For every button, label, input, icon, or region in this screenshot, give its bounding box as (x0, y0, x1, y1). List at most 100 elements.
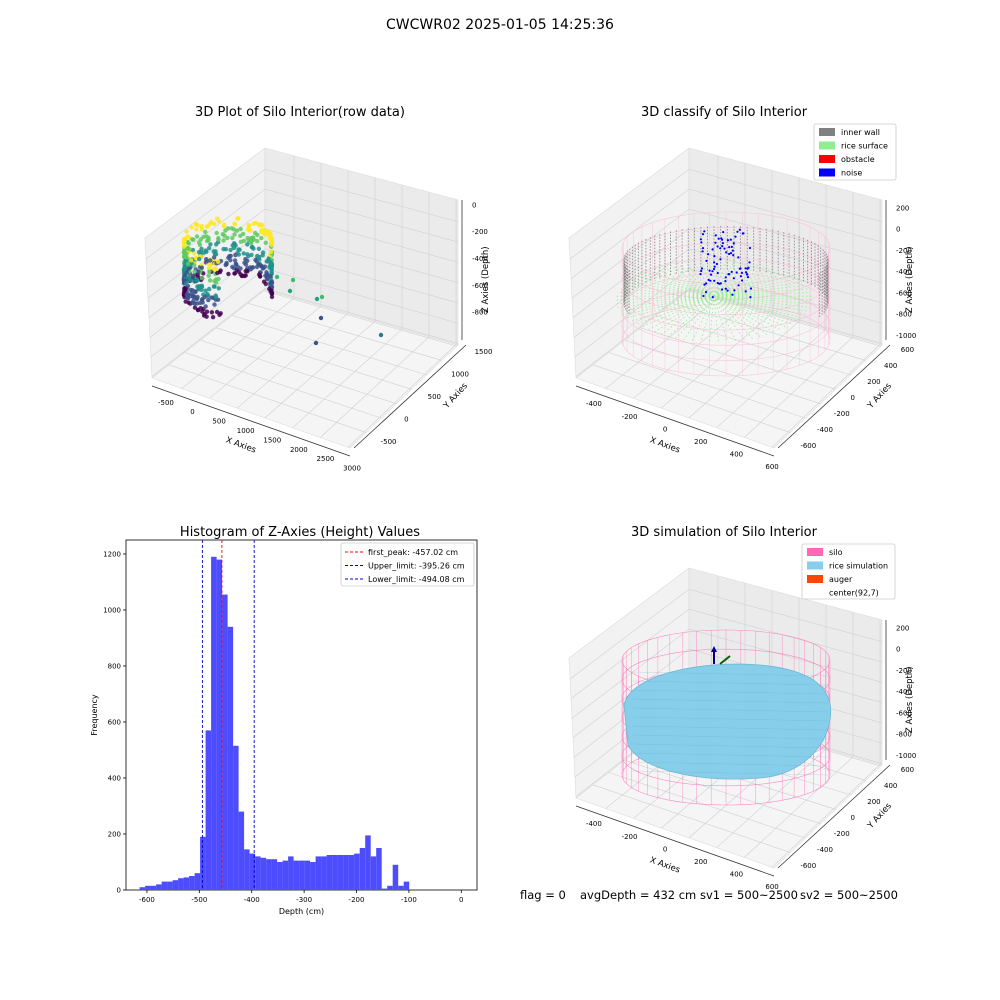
z-axis-label: Z Axies (Depth) (905, 666, 915, 733)
y-tick-label: 200 (108, 831, 121, 839)
data-point (253, 258, 257, 262)
data-point (192, 251, 196, 255)
histogram-bar (316, 856, 322, 890)
data-point (184, 229, 188, 233)
data-point (216, 237, 220, 241)
histogram-bar (178, 878, 184, 890)
legend-label: silo (829, 548, 843, 557)
panel3-title: Histogram of Z-Axies (Height) Values (180, 525, 420, 540)
noise-point (741, 279, 743, 281)
data-point (190, 225, 194, 229)
noise-point (714, 242, 716, 244)
histogram-bar (156, 884, 162, 890)
noise-point (707, 253, 709, 255)
data-point (200, 266, 204, 270)
noise-point (725, 251, 727, 253)
data-point (199, 225, 203, 229)
noise-point (725, 288, 727, 290)
noise-point (745, 290, 747, 292)
noise-point (722, 242, 724, 244)
data-point (244, 262, 248, 266)
noise-point (747, 276, 749, 278)
legend: first_peak: -457.02 cmUpper_limit: -395.… (341, 543, 474, 586)
footer-sv2: sv2 = 500~2500 (800, 888, 898, 902)
noise-point (721, 245, 723, 247)
noise-point (701, 267, 703, 269)
noise-point (733, 277, 735, 279)
histogram-bar (233, 746, 239, 890)
data-point (259, 236, 263, 240)
legend-label: rice surface (841, 142, 888, 151)
x-tick-label: 400 (730, 451, 743, 459)
panel-simulation-3d: 3D simulation of Silo Interior -400-2000… (569, 525, 916, 891)
histogram-bar (222, 595, 228, 890)
panel-histogram: Histogram of Z-Axies (Height) Values -60… (90, 525, 477, 916)
outlier-point (379, 333, 383, 337)
data-point (210, 310, 214, 314)
histogram-bar (294, 861, 300, 890)
legend-label: obstacle (841, 155, 875, 164)
histogram-bar (211, 557, 217, 890)
x-tick-label: 3000 (343, 465, 361, 473)
rice-simulation-surface (624, 664, 831, 779)
z-tick-label: 200 (896, 204, 909, 212)
data-point (239, 272, 243, 276)
x-axis-label: Depth (cm) (279, 907, 324, 916)
y-tick-label: -600 (800, 862, 816, 870)
noise-point (713, 280, 715, 282)
noise-point (733, 242, 735, 244)
x-tick-label: -200 (622, 833, 638, 841)
data-point (222, 224, 226, 228)
y-tick-label: -500 (381, 438, 397, 446)
legend-label: first_peak: -457.02 cm (368, 548, 458, 557)
data-point (193, 290, 197, 294)
histogram-bar (398, 886, 404, 890)
data-point (212, 302, 216, 306)
data-point (270, 295, 274, 299)
histogram-bar (283, 861, 289, 890)
z-axis-label: Z Axies (Depth) (905, 246, 915, 313)
histogram-bar (327, 855, 333, 890)
noise-point (732, 254, 734, 256)
data-point (230, 236, 234, 240)
data-point (252, 221, 256, 225)
data-point (269, 281, 273, 285)
panel2-title: 3D classify of Silo Interior (641, 105, 808, 120)
noise-point (699, 273, 701, 275)
data-point (191, 274, 195, 278)
noise-point (746, 273, 748, 275)
plot-area (126, 540, 477, 890)
data-point (211, 315, 215, 319)
data-point (269, 232, 273, 236)
y-tick-label: 400 (108, 775, 121, 783)
x-tick-label: -200 (622, 413, 638, 421)
data-point (205, 224, 209, 228)
data-point (259, 222, 263, 226)
data-point (187, 247, 191, 251)
data-point (190, 301, 194, 305)
histogram-bar (277, 862, 283, 890)
y-tick-label: -600 (800, 442, 816, 450)
data-point (263, 274, 267, 278)
noise-point (702, 250, 704, 252)
data-point (224, 261, 228, 265)
data-point (208, 258, 212, 262)
y-tick-label: -400 (817, 426, 833, 434)
data-point (194, 222, 198, 226)
noise-point (717, 272, 719, 274)
histogram-bar (354, 854, 360, 890)
noise-point (700, 241, 702, 243)
noise-point (712, 248, 714, 250)
legend-swatch (807, 562, 823, 570)
noise-point (727, 290, 729, 292)
data-point (197, 240, 201, 244)
z-tick-label: -200 (472, 228, 488, 236)
y-tick-label: -200 (834, 830, 850, 838)
data-point (265, 259, 269, 263)
data-point (198, 301, 202, 305)
data-point (208, 278, 212, 282)
data-point (192, 269, 196, 273)
y-tick-label: 600 (108, 719, 121, 727)
y-tick-label: 0 (117, 887, 121, 895)
histogram-bar (217, 560, 223, 890)
